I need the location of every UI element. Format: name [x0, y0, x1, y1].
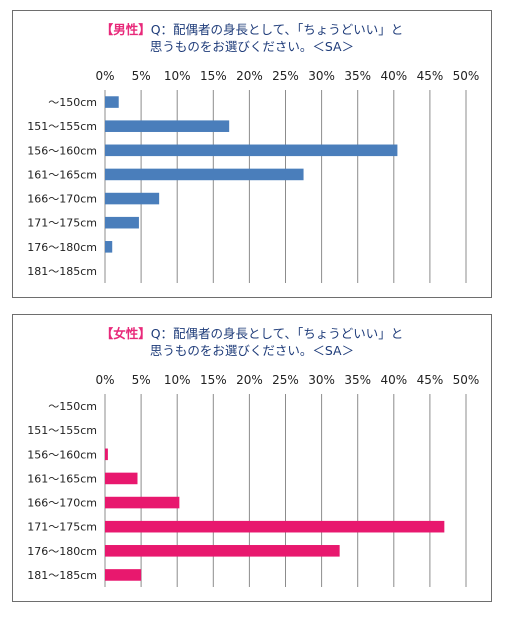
- male-chart-panel: 【男性】Q：配偶者の身長として、「ちょうどいい」と 思うものをお選びください。＜…: [12, 10, 492, 298]
- x-tick-label: 25%: [272, 69, 299, 83]
- chart-title-line2: 思うものをお選びください。＜SA＞: [149, 39, 355, 54]
- chart-title-tag: 【男性】: [100, 22, 151, 37]
- bar: [105, 216, 139, 229]
- x-tick-label: 20%: [236, 373, 263, 387]
- bar: [105, 96, 119, 108]
- x-tick-label: 0%: [95, 69, 114, 83]
- category-label: 151～155cm: [27, 424, 97, 437]
- x-tick-label: 45%: [417, 69, 444, 83]
- chart-title-line1: 【男性】Q：配偶者の身長として、「ちょうどいい」と: [13, 21, 491, 38]
- x-tick-label: 35%: [344, 69, 371, 83]
- category-label: ～150cm: [48, 96, 97, 109]
- category-label: 176～180cm: [27, 241, 97, 254]
- category-label: 156～160cm: [27, 448, 97, 461]
- chart-title-tag: 【女性】: [100, 326, 151, 341]
- bar: [105, 192, 160, 205]
- x-tick-label: 5%: [132, 373, 151, 387]
- bar: [105, 472, 138, 485]
- x-tick-label: 50%: [453, 69, 480, 83]
- x-tick-label: 50%: [453, 373, 480, 387]
- bar: [105, 120, 230, 132]
- x-tick-label: 15%: [200, 69, 227, 83]
- x-tick-label: 5%: [132, 69, 151, 83]
- category-label: 181～185cm: [27, 265, 97, 278]
- bar: [105, 496, 180, 509]
- female-bar-chart: 0% 5% 10% 15% 20% 25% 30% 35% 40% 45% 50% ～150cm 151…: [27, 373, 480, 587]
- x-tick-label: 10%: [164, 69, 191, 83]
- x-tick-label: 20%: [236, 69, 263, 83]
- x-tick-label: 35%: [344, 373, 371, 387]
- category-label: 166～170cm: [27, 193, 97, 206]
- x-tick-label: 10%: [164, 373, 191, 387]
- category-label: 176～180cm: [27, 545, 97, 558]
- chart-title-text: Q：配偶者の身長として、「ちょうどいい」と: [150, 326, 404, 341]
- bar: [105, 569, 142, 581]
- male-bar-chart: 0% 5% 10% 15% 20% 25% 30% 35% 40% 45% 50% ～150cm 151…: [27, 69, 480, 283]
- bar: [105, 144, 398, 157]
- x-tick-label: 40%: [380, 69, 407, 83]
- bar: [105, 520, 445, 533]
- x-tick-label: 0%: [95, 373, 114, 387]
- x-tick-label: 30%: [308, 69, 335, 83]
- category-label: 161～165cm: [27, 168, 97, 181]
- category-label: 171～175cm: [27, 217, 97, 230]
- chart-title-line2: 思うものをお選びください。＜SA＞: [149, 343, 355, 358]
- chart-title: 【男性】Q：配偶者の身長として、「ちょうどいい」と 思うものをお選びください。＜…: [13, 21, 491, 55]
- x-tick-label: 30%: [308, 373, 335, 387]
- x-tick-label: 25%: [272, 373, 299, 387]
- category-label: 156～160cm: [27, 144, 97, 157]
- category-label: 171～175cm: [27, 521, 97, 534]
- category-label: 151～155cm: [27, 120, 97, 133]
- category-label: ～150cm: [48, 400, 97, 413]
- category-label: 161～165cm: [27, 472, 97, 485]
- bar: [105, 545, 340, 557]
- chart-title-line1: 【女性】Q：配偶者の身長として、「ちょうどいい」と: [13, 325, 491, 342]
- x-tick-label: 15%: [200, 373, 227, 387]
- bar: [105, 448, 108, 461]
- category-label: 181～185cm: [27, 569, 97, 582]
- chart-title: 【女性】Q：配偶者の身長として、「ちょうどいい」と 思うものをお選びください。＜…: [13, 325, 491, 359]
- bar: [105, 241, 113, 253]
- bar: [105, 168, 304, 181]
- category-label: 166～170cm: [27, 497, 97, 510]
- female-chart-panel: 【女性】Q：配偶者の身長として、「ちょうどいい」と 思うものをお選びください。＜…: [12, 314, 492, 602]
- x-tick-label: 45%: [417, 373, 444, 387]
- chart-title-text: Q：配偶者の身長として、「ちょうどいい」と: [150, 22, 404, 37]
- x-tick-label: 40%: [380, 373, 407, 387]
